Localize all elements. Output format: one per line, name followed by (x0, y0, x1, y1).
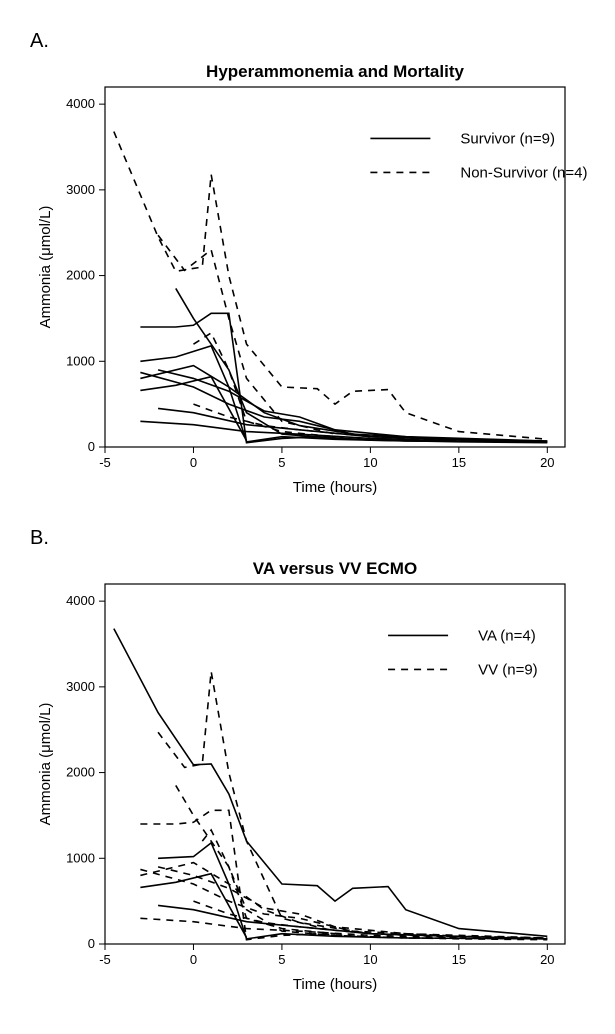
chart-b: VA versus VV ECMO -5 0 5 10 15 20 0 1000 2000 3000… (20, 554, 595, 1014)
svg-text:0: 0 (88, 936, 95, 951)
svg-text:-5: -5 (99, 952, 111, 967)
svg-text:5: 5 (278, 952, 285, 967)
svg-text:0: 0 (190, 952, 197, 967)
svg-text:2000: 2000 (66, 268, 95, 283)
legend-label: VV (n=9) (478, 661, 538, 678)
svg-text:1000: 1000 (66, 353, 95, 368)
panel-b-label: B. (30, 527, 595, 550)
legend-label: VA (n=4) (478, 627, 536, 644)
svg-text:20: 20 (540, 952, 554, 967)
legend-label: Survivor (n=9) (460, 130, 555, 147)
x-axis-label: Time (hours) (293, 976, 377, 993)
panel-a-label: A. (30, 30, 595, 53)
svg-text:20: 20 (540, 455, 554, 470)
x-axis-label: Time (hours) (293, 479, 377, 496)
svg-text:10: 10 (363, 952, 377, 967)
chart-title: Hyperammonemia and Mortality (206, 62, 464, 81)
svg-text:4000: 4000 (66, 593, 95, 608)
svg-text:15: 15 (452, 952, 466, 967)
chart-title: VA versus VV ECMO (253, 559, 417, 578)
figure-container: A. Hyperammonemia and Mortality -5 0 5 10 15 2… (20, 30, 595, 1014)
svg-text:-5: -5 (99, 455, 111, 470)
svg-text:3000: 3000 (66, 182, 95, 197)
svg-text:0: 0 (88, 439, 95, 454)
svg-text:0: 0 (190, 455, 197, 470)
chart-a: Hyperammonemia and Mortality -5 0 5 10 15 20 0 1… (20, 57, 595, 517)
y-axis-label: Ammonia (μmol/L) (37, 206, 54, 329)
svg-text:4000: 4000 (66, 96, 95, 111)
svg-text:5: 5 (278, 455, 285, 470)
y-axis-label: Ammonia (μmol/L) (37, 703, 54, 826)
svg-text:10: 10 (363, 455, 377, 470)
svg-text:1000: 1000 (66, 850, 95, 865)
svg-text:3000: 3000 (66, 679, 95, 694)
svg-text:15: 15 (452, 455, 466, 470)
svg-text:2000: 2000 (66, 765, 95, 780)
legend-label: Non-Survivor (n=4) (460, 164, 587, 181)
